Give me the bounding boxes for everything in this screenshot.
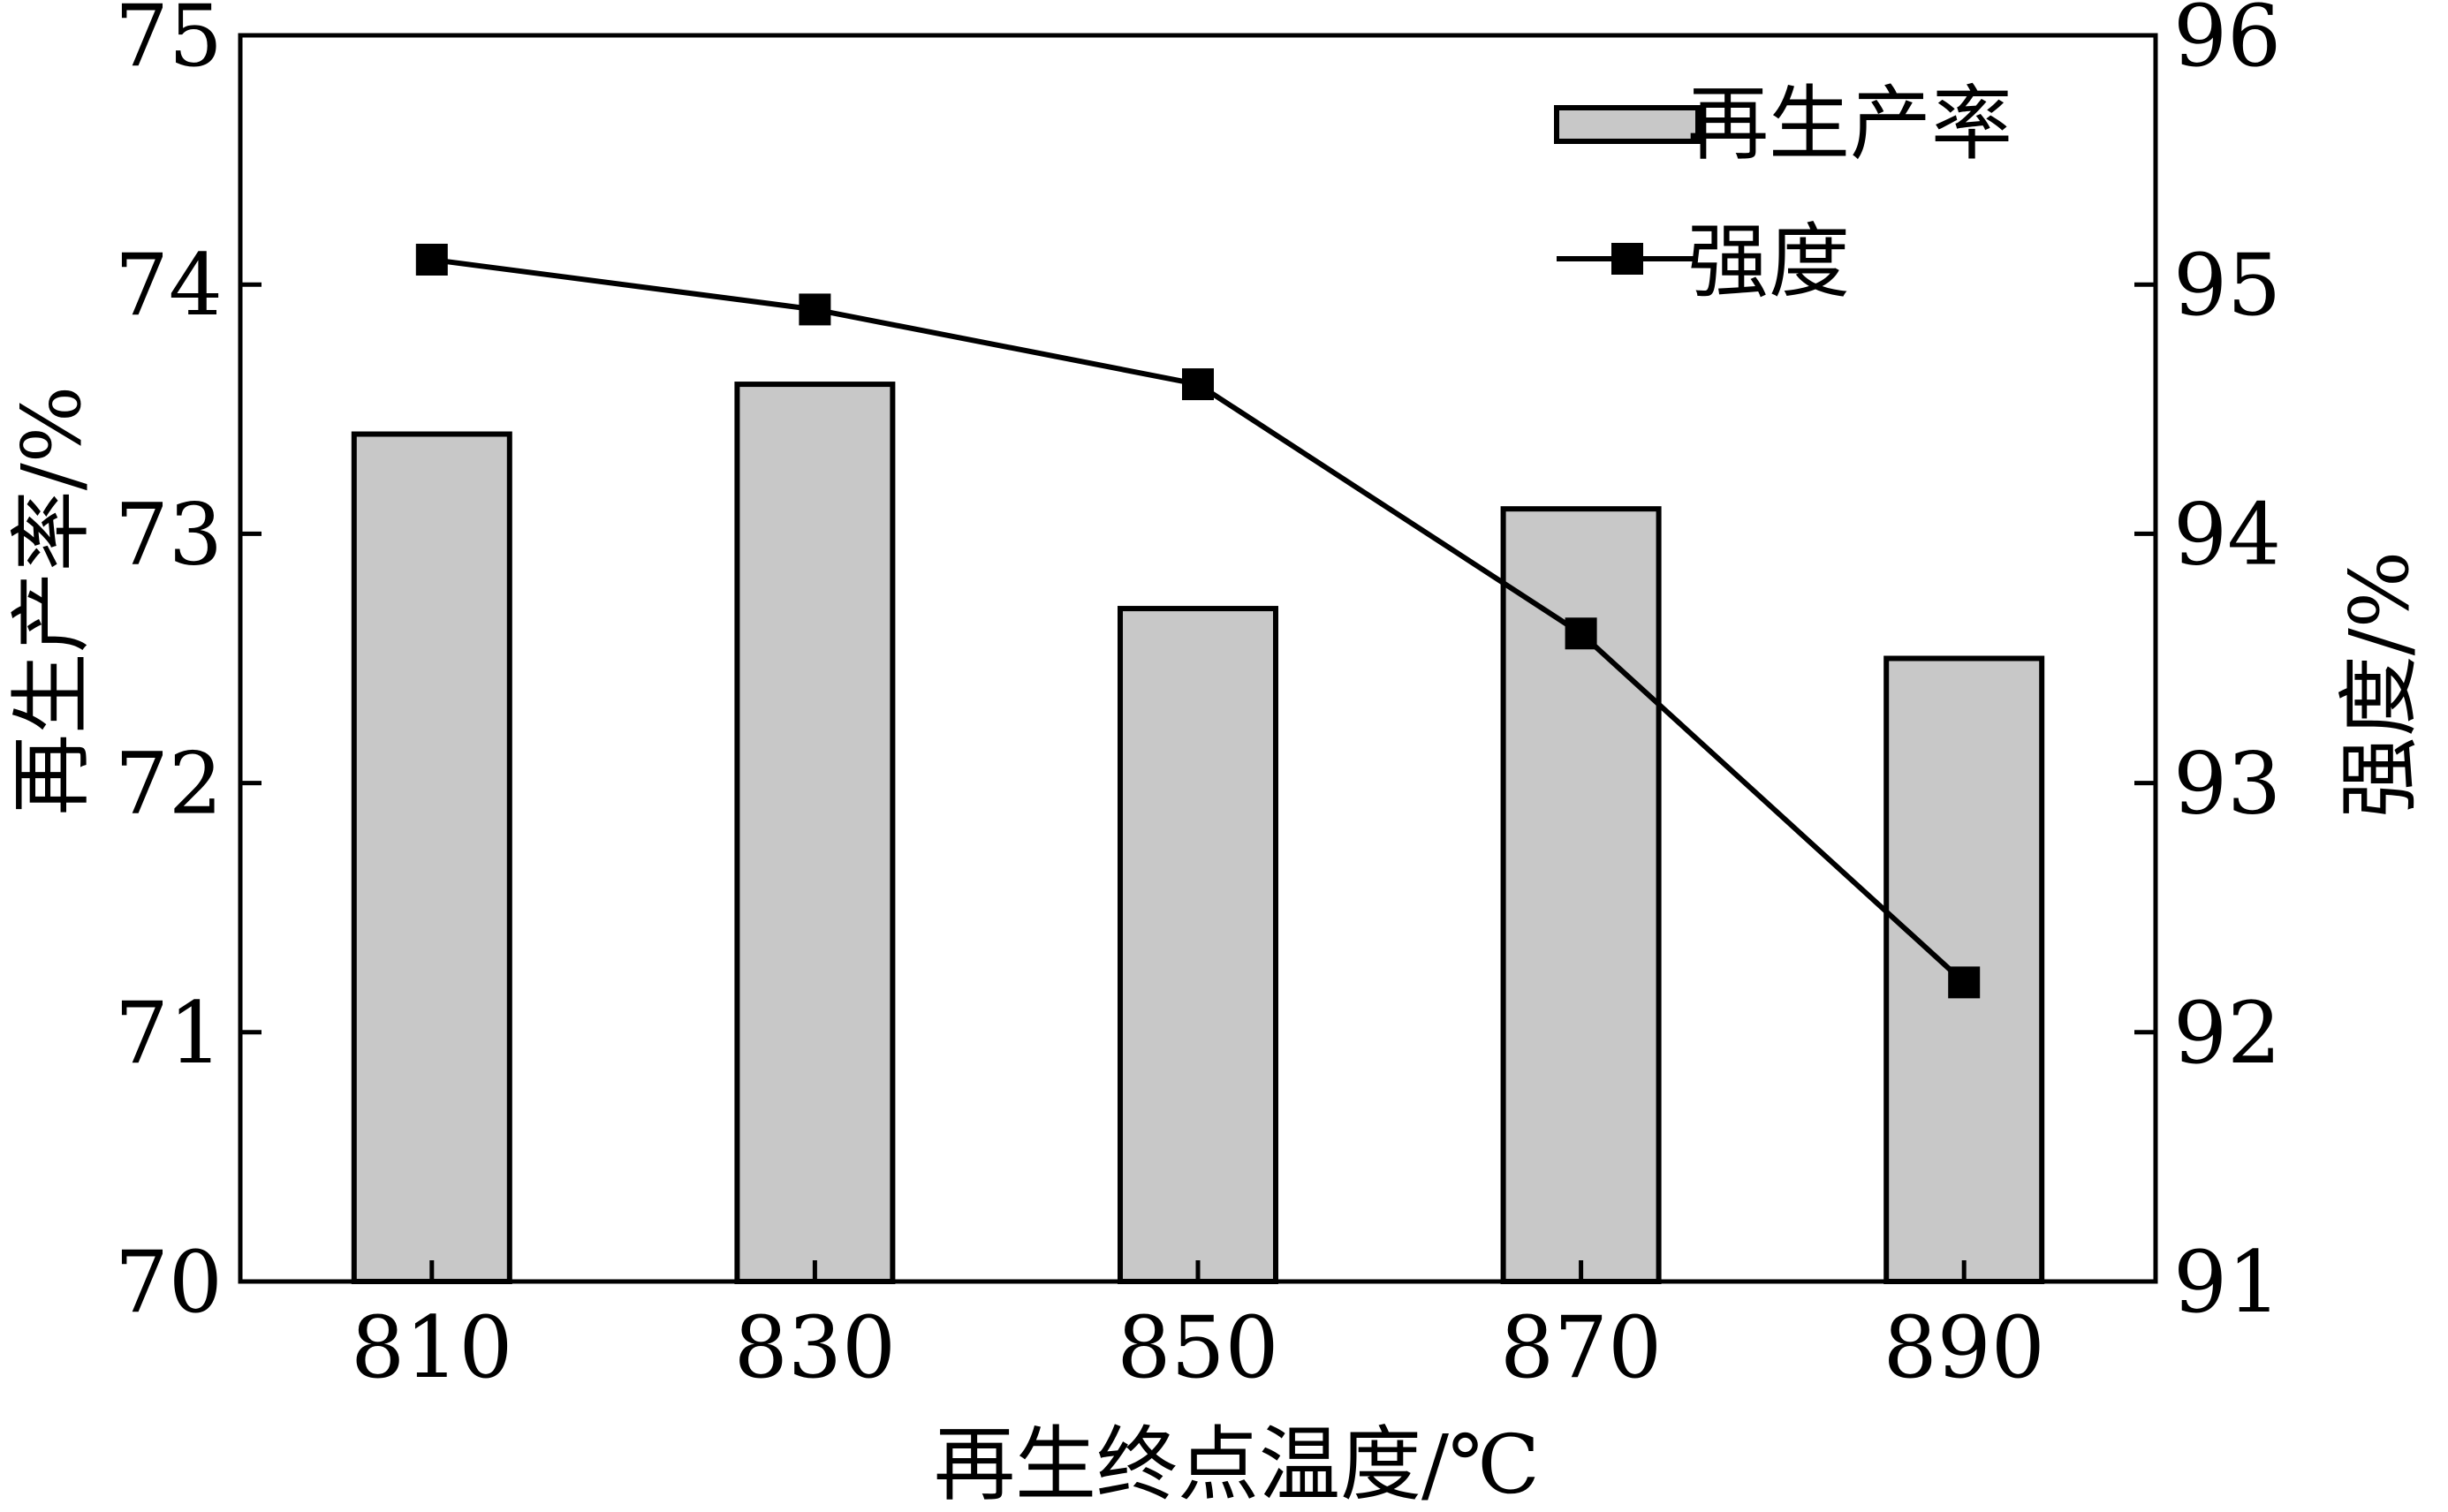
y-right-tick-label-93: 93	[2173, 735, 2281, 834]
ticks-layer	[240, 33, 2156, 1284]
bar-830	[734, 382, 896, 1284]
legend: 再生产率 强度	[1554, 77, 2012, 309]
y-right-tick-label-92: 92	[2173, 984, 2281, 1083]
bars-layer	[351, 382, 2045, 1284]
x-tick-label-890: 890	[1883, 1298, 2045, 1397]
strength-marker-850	[1182, 368, 1214, 401]
y-left-tick-label-75: 75	[115, 0, 223, 86]
line-layer	[415, 243, 1981, 999]
y-left-tick-label-73: 73	[115, 485, 223, 584]
x-tick-label-850: 850	[1117, 1298, 1278, 1397]
y-right-tick-label-94: 94	[2173, 485, 2281, 584]
y-left-tick-label-71: 71	[115, 984, 223, 1083]
strength-marker-830	[799, 293, 831, 326]
y-right-tick-label-96: 96	[2173, 0, 2281, 86]
y-axis-left-title: 再生产率/%	[4, 386, 99, 815]
legend-line-marker	[1611, 243, 1643, 275]
y-left-tick-label-74: 74	[115, 236, 223, 335]
bar-850	[1118, 606, 1278, 1284]
x-axis-title: 再生终点温度/℃	[934, 1418, 1540, 1512]
bar-810	[351, 431, 512, 1284]
y-axis-right-title: 强度/%	[2332, 551, 2427, 818]
y-right-tick-label-91: 91	[2173, 1233, 2281, 1332]
strength-marker-810	[415, 243, 448, 276]
y-left-tick-label-70: 70	[115, 1233, 223, 1332]
x-tick-label-870: 870	[1500, 1298, 1662, 1397]
strength-marker-870	[1565, 617, 1597, 650]
x-tick-label-830: 830	[734, 1298, 896, 1397]
labels-layer: 70 71 72 73 74 75 91 92 93 94 95 96 810 830 850 870 890	[115, 0, 2281, 1397]
x-tick-label-810: 810	[351, 1298, 512, 1397]
y-right-tick-label-95: 95	[2173, 236, 2281, 335]
legend-bar-label: 再生产率	[1687, 77, 2012, 171]
y-left-tick-label-72: 72	[115, 735, 223, 834]
strength-marker-890	[1948, 966, 1981, 999]
legend-bar-swatch	[1554, 105, 1701, 144]
legend-line-label: 强度	[1687, 215, 1850, 309]
